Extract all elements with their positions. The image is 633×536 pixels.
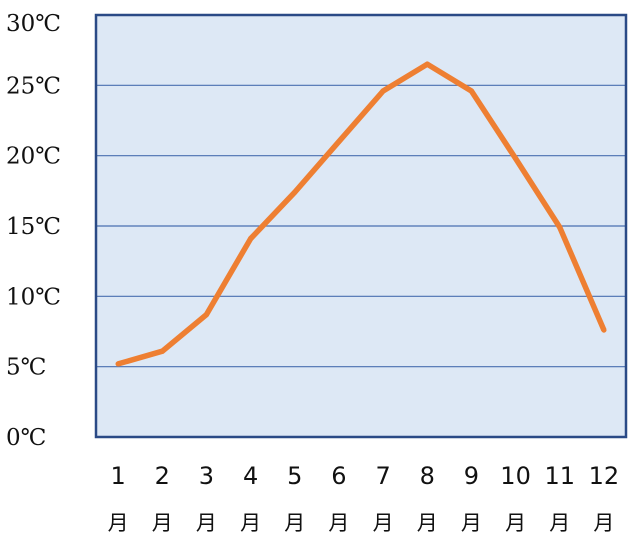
x-tick-unit: 月 xyxy=(417,511,438,535)
y-axis-tick-labels: 0℃ 5℃ 10℃ 15℃ 20℃ 25℃ 30℃ xyxy=(6,11,61,451)
y-tick-label: 0℃ xyxy=(6,425,46,451)
data-point xyxy=(424,61,430,67)
x-tick-label: 9 xyxy=(464,462,479,490)
data-point xyxy=(247,236,254,242)
y-tick-label: 25℃ xyxy=(6,73,61,99)
x-tick-label: 12 xyxy=(589,462,620,490)
data-point xyxy=(203,312,210,318)
x-tick-label: 3 xyxy=(199,462,214,490)
x-tick-label: 1 xyxy=(110,462,125,490)
x-tick-label: 5 xyxy=(287,462,302,490)
y-tick-label: 15℃ xyxy=(6,214,61,240)
data-point xyxy=(159,348,165,354)
y-tick-label: 20℃ xyxy=(6,144,61,170)
data-point xyxy=(115,361,121,367)
x-tick-label: 8 xyxy=(420,462,435,490)
x-tick-label: 7 xyxy=(375,462,390,490)
x-tick-unit: 月 xyxy=(373,511,394,535)
x-axis-tick-labels: 1 月 2 月 3 月 4 月 5 月 6 月 7 月 8 月 9 月 10 月 11 月 12 月 xyxy=(108,462,620,535)
x-tick-unit: 月 xyxy=(593,511,614,535)
data-point xyxy=(512,155,519,162)
data-point xyxy=(601,327,607,333)
x-tick-unit: 月 xyxy=(196,511,217,535)
x-tick-unit: 月 xyxy=(152,511,173,535)
data-point xyxy=(292,189,298,195)
x-tick-unit: 月 xyxy=(549,511,570,535)
x-tick-label: 11 xyxy=(544,462,575,490)
gridlines xyxy=(96,84,626,368)
y-tick-label: 10℃ xyxy=(6,284,61,310)
data-point xyxy=(557,224,563,231)
x-tick-unit: 月 xyxy=(328,511,349,535)
data-point xyxy=(380,88,386,94)
series-group xyxy=(115,61,607,367)
x-tick-label: 2 xyxy=(155,462,170,490)
x-tick-unit: 月 xyxy=(461,511,482,535)
y-tick-label: 30℃ xyxy=(6,11,61,37)
series-line xyxy=(117,61,607,367)
data-point xyxy=(468,88,475,94)
x-tick-unit: 月 xyxy=(108,511,129,535)
x-tick-unit: 月 xyxy=(505,511,526,535)
data-point xyxy=(336,139,342,145)
plot-frame xyxy=(94,13,628,439)
x-tick-label: 10 xyxy=(500,462,531,490)
x-tick-label: 4 xyxy=(243,462,258,490)
y-tick-label: 5℃ xyxy=(6,355,46,381)
x-tick-label: 6 xyxy=(331,462,346,490)
x-tick-unit: 月 xyxy=(284,511,305,535)
x-tick-unit: 月 xyxy=(240,511,261,535)
